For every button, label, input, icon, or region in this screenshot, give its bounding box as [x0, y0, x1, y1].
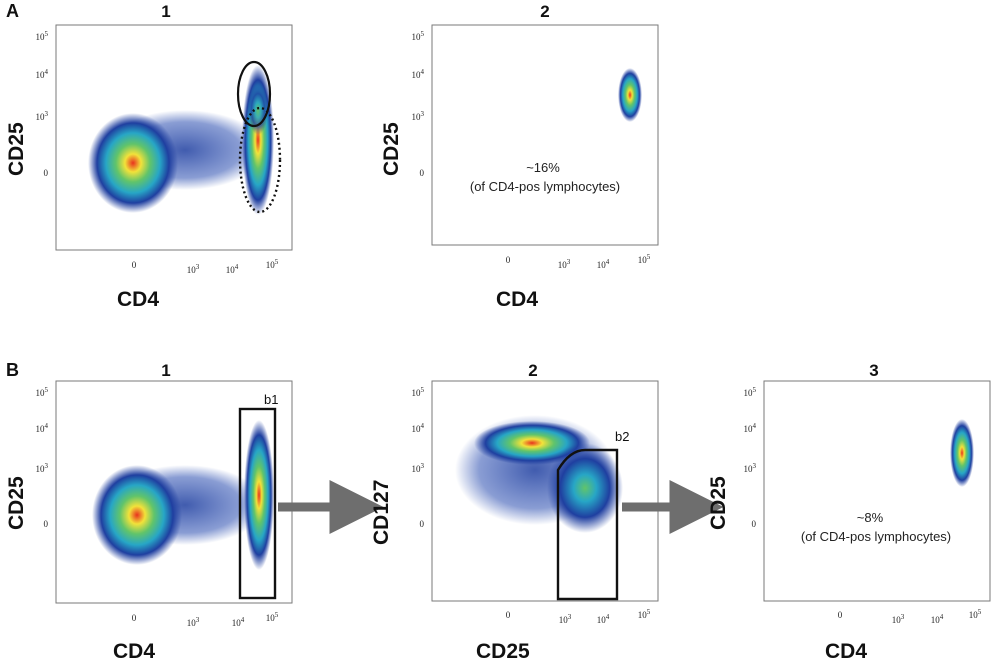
panel-b3-density	[950, 419, 974, 487]
panel-b1-ytick: 104	[36, 422, 49, 434]
panel-b1-ytick: 0	[44, 519, 49, 529]
panel-b3-xtick: 103	[892, 613, 905, 625]
panel-b1-density	[92, 420, 274, 570]
panel-a2-xlabel: CD4	[496, 288, 538, 311]
panel-a2-density	[618, 68, 642, 122]
panel-b3-ytick: 105	[744, 386, 757, 398]
panel-b3-xtick: 0	[838, 610, 843, 620]
panel-a1-xtick: 104	[226, 263, 239, 275]
panel-b1: 1 b1 0 103 104 105 0 103 104 105 CD4 CD2…	[5, 361, 293, 663]
panel-b1-ytick: 103	[36, 462, 49, 474]
panel-b1-ylabel: CD25	[5, 476, 28, 530]
panel-a1-ytick: 104	[36, 68, 49, 80]
panel-b2-xtick: 105	[638, 608, 651, 620]
panel-b1-xlabel: CD4	[113, 640, 155, 663]
panel-a2-ytick: 103	[412, 110, 425, 122]
panel-a1-title: 1	[161, 2, 170, 21]
panel-a1-ylabel: CD25	[5, 122, 28, 176]
panel-b1-xtick: 103	[187, 616, 200, 628]
panel-b2-gate-b2	[556, 448, 619, 601]
panel-b3-percent-note: (of CD4-pos lymphocytes)	[801, 529, 951, 544]
panel-b2-ytick: 104	[412, 422, 425, 434]
panel-b2-ylabel: CD127	[370, 480, 393, 545]
panel-a2-percent-note: (of CD4-pos lymphocytes)	[470, 179, 620, 194]
panel-a2-ytick: 105	[412, 30, 425, 42]
panel-a1-xlabel: CD4	[117, 288, 159, 311]
panel-a2-xtick: 105	[638, 253, 651, 265]
row-label-a: A	[6, 1, 19, 21]
panel-a1-xtick: 0	[132, 260, 137, 270]
panel-a2-xtick: 103	[558, 258, 571, 270]
panel-a1-ytick: 103	[36, 110, 49, 122]
panel-a1-ytick: 105	[36, 30, 49, 42]
panel-b3: 3 ~8% (of CD4-pos lymphocytes) 0 103 104…	[707, 361, 991, 663]
panel-b2-density	[455, 415, 623, 533]
panel-a2-ytick: 0	[420, 168, 425, 178]
panel-b2: 2 b2 0 103 104 105 0 103 104 105 CD25 CD…	[370, 361, 659, 663]
panel-a1-density	[88, 65, 274, 215]
panel-b3-percent: ~8%	[857, 510, 884, 525]
panel-b3-ylabel: CD25	[707, 476, 730, 530]
panel-a1-xtick: 105	[266, 258, 279, 270]
panel-b2-title: 2	[528, 361, 537, 380]
panel-a2-ylabel: CD25	[380, 122, 403, 176]
panel-a1: 1 0 103 104 105 0 103 104 105 CD4 CD25	[5, 2, 293, 311]
panel-b1-title: 1	[161, 361, 170, 380]
panel-b3-frame	[763, 380, 991, 602]
panel-a1-gate-high	[236, 60, 272, 128]
panel-b3-xtick: 105	[969, 608, 982, 620]
panel-a2: 2 ~16% (of CD4-pos lymphocytes) 0 103 10…	[380, 2, 659, 311]
panel-b1-xtick: 104	[232, 616, 245, 628]
panel-b1-gate-b1	[238, 407, 277, 600]
panel-b3-ytick: 0	[752, 519, 757, 529]
panel-a2-percent: ~16%	[526, 160, 560, 175]
panel-b3-ytick: 104	[744, 422, 757, 434]
panel-b1-xtick: 0	[132, 613, 137, 623]
panel-a1-ytick: 0	[44, 168, 49, 178]
panel-b3-xlabel: CD4	[825, 640, 867, 663]
panel-a2-xtick: 0	[506, 255, 511, 265]
panel-a2-title: 2	[540, 2, 549, 21]
panel-a1-xtick: 103	[187, 263, 200, 275]
panel-b2-xtick: 0	[506, 610, 511, 620]
panel-b2-xtick: 104	[597, 613, 610, 625]
panel-b2-xtick: 103	[559, 613, 572, 625]
panel-b2-ytick: 0	[420, 519, 425, 529]
panel-b1-gate-label: b1	[264, 392, 278, 407]
panel-b3-ytick: 103	[744, 462, 757, 474]
panel-b2-xlabel: CD25	[476, 640, 530, 663]
panel-b3-title: 3	[869, 361, 878, 380]
panel-b1-ytick: 105	[36, 386, 49, 398]
row-label-b: B	[6, 360, 19, 380]
panel-a2-ytick: 104	[412, 68, 425, 80]
panel-b2-ytick: 103	[412, 462, 425, 474]
panel-b3-xtick: 104	[931, 613, 944, 625]
panel-b2-gate-label: b2	[615, 429, 629, 444]
panel-a2-xtick: 104	[597, 258, 610, 270]
panel-b2-ytick: 105	[412, 386, 425, 398]
panel-a1-gate-dotted	[238, 106, 282, 214]
panel-b1-xtick: 105	[266, 611, 279, 623]
panel-a2-frame	[431, 24, 659, 246]
